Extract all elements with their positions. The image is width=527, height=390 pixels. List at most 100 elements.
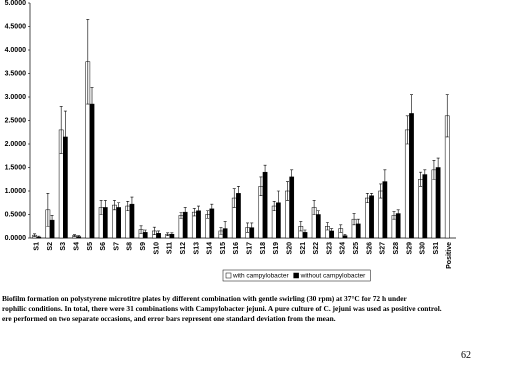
error-bar <box>432 160 436 180</box>
error-bar <box>299 221 303 232</box>
y-tick-label: 3.0000 <box>5 94 27 101</box>
x-tick-label: S15 <box>220 242 227 255</box>
page-number: 62 <box>461 350 471 361</box>
x-tick-label: S17 <box>247 242 254 255</box>
error-bar <box>63 110 67 164</box>
error-bar <box>303 229 307 236</box>
error-bar <box>112 200 116 211</box>
x-tick-label: S18 <box>260 242 267 255</box>
error-bar <box>219 227 223 235</box>
error-bar <box>379 183 383 199</box>
x-tick-label: S8 <box>127 242 134 251</box>
error-bar <box>356 218 360 229</box>
x-tick-label: S26 <box>366 242 373 255</box>
error-bar <box>405 115 409 145</box>
error-bar <box>90 87 94 121</box>
bar <box>431 169 437 239</box>
legend-label: with campylobacter <box>232 273 289 280</box>
y-tick-label: 2.5000 <box>5 117 27 124</box>
x-tick-label: S22 <box>313 242 320 255</box>
error-bar <box>396 209 400 218</box>
error-bar <box>312 200 316 215</box>
legend-box <box>222 269 371 282</box>
bar <box>404 129 410 239</box>
x-tick-label: S11 <box>167 242 174 254</box>
legend-swatch <box>293 272 299 279</box>
bar <box>369 195 374 239</box>
y-tick-label: 4.5000 <box>5 23 27 30</box>
error-bar <box>50 215 54 226</box>
x-tick-label: S9 <box>140 242 147 251</box>
x-tick-label: S2 <box>47 242 54 251</box>
error-bar <box>259 176 263 196</box>
bar <box>435 167 441 239</box>
error-bar <box>139 225 143 234</box>
error-bar <box>143 229 147 236</box>
y-tick-label: 1.0000 <box>5 188 27 195</box>
error-bar <box>103 200 107 215</box>
error-bar <box>33 233 37 237</box>
error-bar <box>86 19 90 105</box>
error-bar <box>130 196 134 212</box>
x-tick-label: S6 <box>100 242 107 251</box>
y-tick-label: 0.5000 <box>5 211 27 218</box>
y-tick-label: 4.0000 <box>5 47 27 54</box>
error-bar <box>37 235 41 239</box>
error-bar <box>325 222 329 231</box>
error-bar <box>223 221 227 236</box>
error-bar <box>423 169 427 180</box>
error-bar <box>285 181 289 201</box>
error-bar <box>370 193 374 199</box>
legend-swatch <box>225 272 232 279</box>
error-bar <box>250 222 254 233</box>
bar <box>89 103 95 239</box>
error-bar <box>352 213 356 226</box>
error-bar <box>316 210 320 219</box>
y-tick-label: 1.5000 <box>5 164 27 171</box>
x-tick-label: S28 <box>393 242 400 255</box>
bar <box>418 179 423 239</box>
error-bar <box>166 232 170 236</box>
error-bar <box>183 207 187 218</box>
x-tick-label: S13 <box>193 242 200 255</box>
error-bar <box>170 232 174 236</box>
error-bar <box>436 157 440 178</box>
bar <box>289 176 295 239</box>
error-bar <box>290 169 294 185</box>
x-tick-label: S19 <box>273 242 280 255</box>
caption-line: ere performed on two separate occasions,… <box>2 314 336 323</box>
bar <box>422 174 428 239</box>
error-bar <box>365 193 369 204</box>
x-tick-label: Positive <box>446 242 453 269</box>
error-bar <box>330 228 334 234</box>
error-bar <box>272 201 276 212</box>
error-bar <box>276 190 280 215</box>
x-tick-label: S29 <box>406 242 413 255</box>
error-bar <box>157 230 161 236</box>
y-tick-label: 3.5000 <box>5 70 27 77</box>
x-tick-label: S7 <box>113 242 120 251</box>
error-bar <box>236 186 240 201</box>
y-tick-label: 5.0000 <box>5 0 27 7</box>
error-bar <box>263 164 267 180</box>
error-bar <box>392 211 396 220</box>
x-tick-label: S30 <box>420 242 427 255</box>
error-bar <box>339 224 343 233</box>
bar <box>365 197 370 239</box>
error-bar <box>192 208 196 217</box>
error-bar <box>126 201 130 212</box>
x-tick-label: S5 <box>87 242 94 251</box>
error-bar <box>117 202 121 213</box>
caption-line: Biofilm formation on polystyrene microti… <box>2 294 407 303</box>
bar <box>178 215 184 239</box>
x-tick-label: S20 <box>286 242 293 255</box>
error-bar <box>59 106 63 154</box>
x-tick-label: S10 <box>153 242 160 255</box>
error-bar <box>77 235 81 238</box>
chart: 0.0000 0.5000 1.0000 1.5000 2.0000 2.5000 3.00… <box>5 0 456 282</box>
error-bar <box>152 226 156 236</box>
legend-label: without campylobacter <box>300 273 367 280</box>
x-tick-label: S25 <box>353 242 360 255</box>
error-bar <box>210 203 214 214</box>
error-bar <box>206 210 210 219</box>
